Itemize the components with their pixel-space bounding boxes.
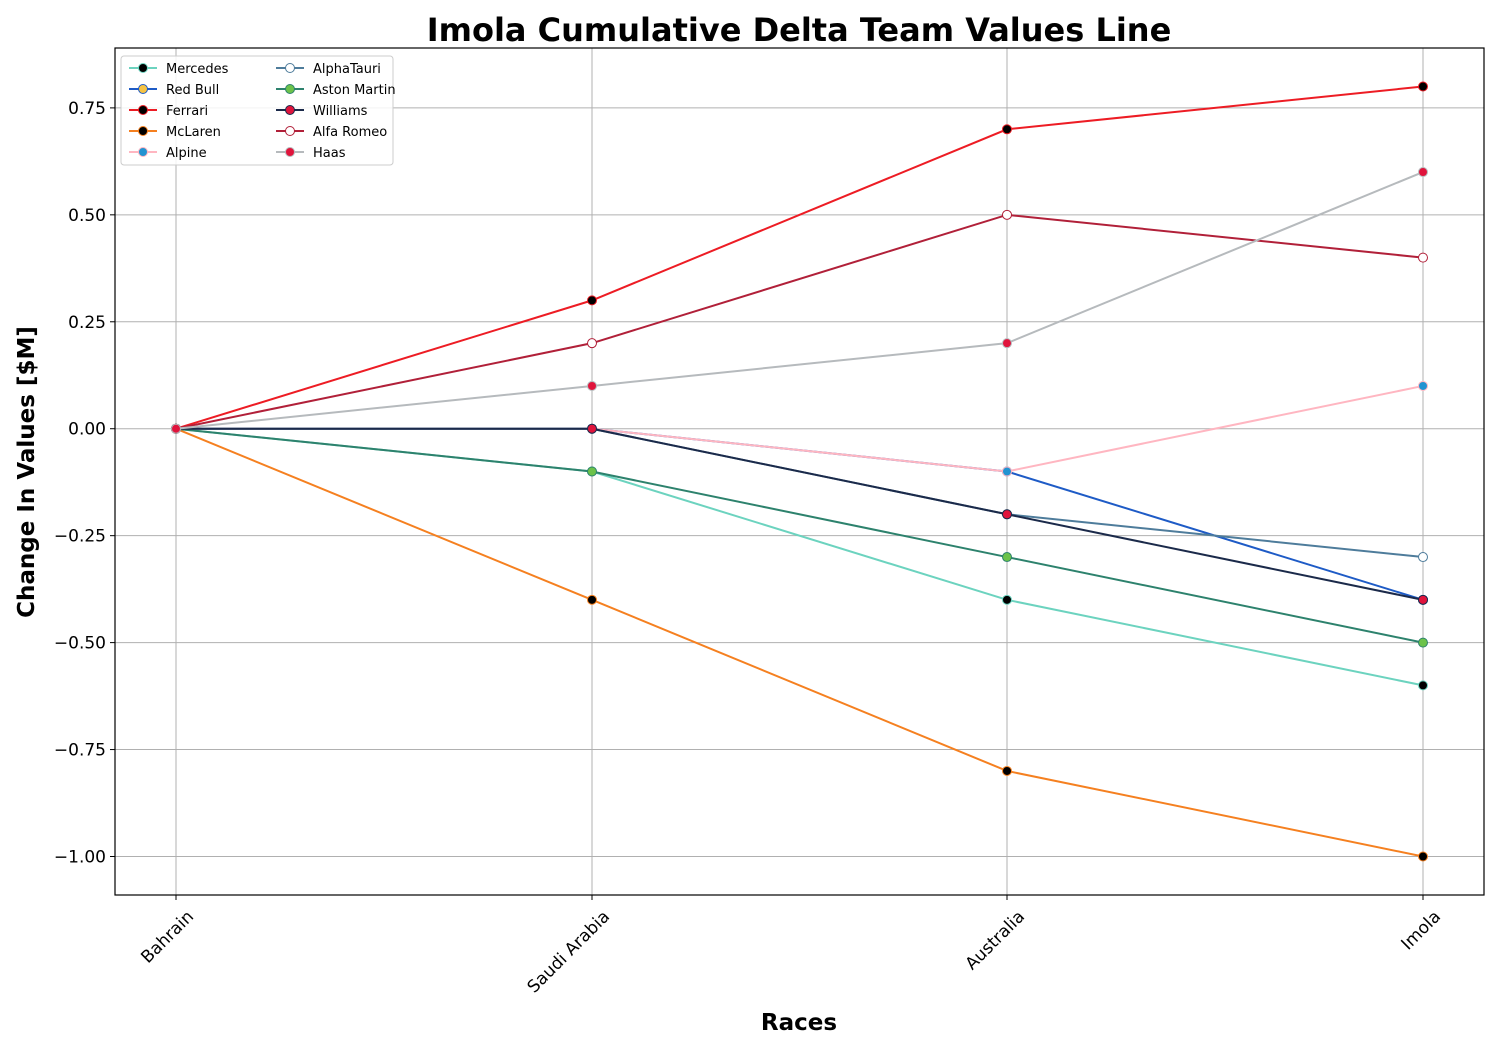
legend-label: Aston Martin: [313, 83, 396, 98]
legend-entry: Haas: [276, 146, 346, 161]
legend: Mercedes Red Bull Ferrari McLaren Alpine Alph…: [120, 55, 396, 166]
data-point: [587, 423, 597, 434]
data-point: [1418, 81, 1428, 92]
series-line: [175, 171, 1424, 430]
data-point: [1002, 338, 1012, 349]
y-tick-label: −0.50: [54, 634, 106, 654]
data-point: [1418, 594, 1428, 605]
data-point: [1002, 124, 1012, 135]
legend-box: [120, 55, 394, 166]
y-tick-label: 0.50: [68, 206, 106, 226]
y-tick-label: −1.00: [54, 848, 106, 868]
legend-swatch-marker: [138, 147, 148, 157]
series-line: [175, 85, 1424, 430]
y-tick-label: 0.75: [68, 99, 106, 119]
data-point: [1002, 466, 1012, 477]
data-point: [1418, 680, 1428, 691]
legend-entry: Ferrari: [129, 104, 208, 119]
legend-entry: McLaren: [129, 125, 221, 140]
legend-swatch-marker: [138, 84, 148, 94]
data-point: [1002, 594, 1012, 605]
legend-entry: Red Bull: [129, 83, 219, 98]
data-point: [587, 466, 597, 477]
data-point: [1418, 851, 1428, 862]
y-tick-label: −0.75: [54, 741, 106, 761]
data-point: [1002, 509, 1012, 520]
legend-swatch-marker: [285, 147, 295, 157]
legend-entry: Williams: [276, 104, 368, 119]
legend-swatch-marker: [285, 105, 295, 115]
chart-title: Imola Cumulative Delta Team Values Line: [427, 11, 1172, 49]
series-haas: [171, 167, 1428, 434]
legend-label: McLaren: [166, 125, 221, 140]
series-line: [176, 427, 1424, 601]
legend-entry: Alfa Romeo: [276, 125, 387, 140]
y-axis-label: Change In Values [$M]: [14, 326, 40, 618]
data-point: [171, 423, 181, 434]
legend-label: Ferrari: [166, 104, 208, 119]
data-point: [1418, 167, 1428, 178]
legend-swatch-marker: [285, 126, 295, 136]
legend-swatch-marker: [138, 126, 148, 136]
x-axis-label: Races: [761, 1010, 837, 1036]
plot-frame: [114, 47, 1485, 896]
legend-entry: Alpine: [129, 146, 207, 161]
legend-swatch-marker: [285, 63, 295, 73]
legend-label: Mercedes: [166, 62, 229, 77]
series-lines: [171, 81, 1428, 862]
legend-label: AlphaTauri: [313, 62, 381, 77]
legend-entry: Aston Martin: [276, 83, 396, 98]
legend-entry: Mercedes: [129, 62, 229, 77]
data-point: [1418, 552, 1428, 563]
data-point: [587, 594, 597, 605]
data-point: [1002, 552, 1012, 563]
series-line: [175, 427, 1424, 644]
data-point: [587, 338, 597, 349]
data-point: [587, 295, 597, 306]
data-point: [1002, 765, 1012, 776]
y-tick-label: 0.00: [68, 420, 106, 440]
y-tick-label: −0.25: [54, 527, 106, 547]
data-point: [1002, 209, 1012, 220]
legend-label: Haas: [313, 146, 346, 161]
legend-swatch-marker: [138, 63, 148, 73]
series-line: [175, 213, 1424, 430]
data-point: [1418, 252, 1428, 263]
data-point: [1418, 637, 1428, 648]
y-tick-label: 0.25: [68, 313, 106, 333]
data-point: [1418, 380, 1428, 391]
legend-label: Red Bull: [166, 83, 219, 98]
legend-label: Alpine: [166, 146, 207, 161]
series-line: [175, 427, 1424, 858]
legend-label: Williams: [313, 104, 368, 119]
data-point: [587, 380, 597, 391]
legend-entry: AlphaTauri: [276, 62, 381, 77]
legend-swatch-marker: [285, 84, 295, 94]
legend-label: Alfa Romeo: [313, 125, 387, 140]
legend-swatch-marker: [138, 105, 148, 115]
